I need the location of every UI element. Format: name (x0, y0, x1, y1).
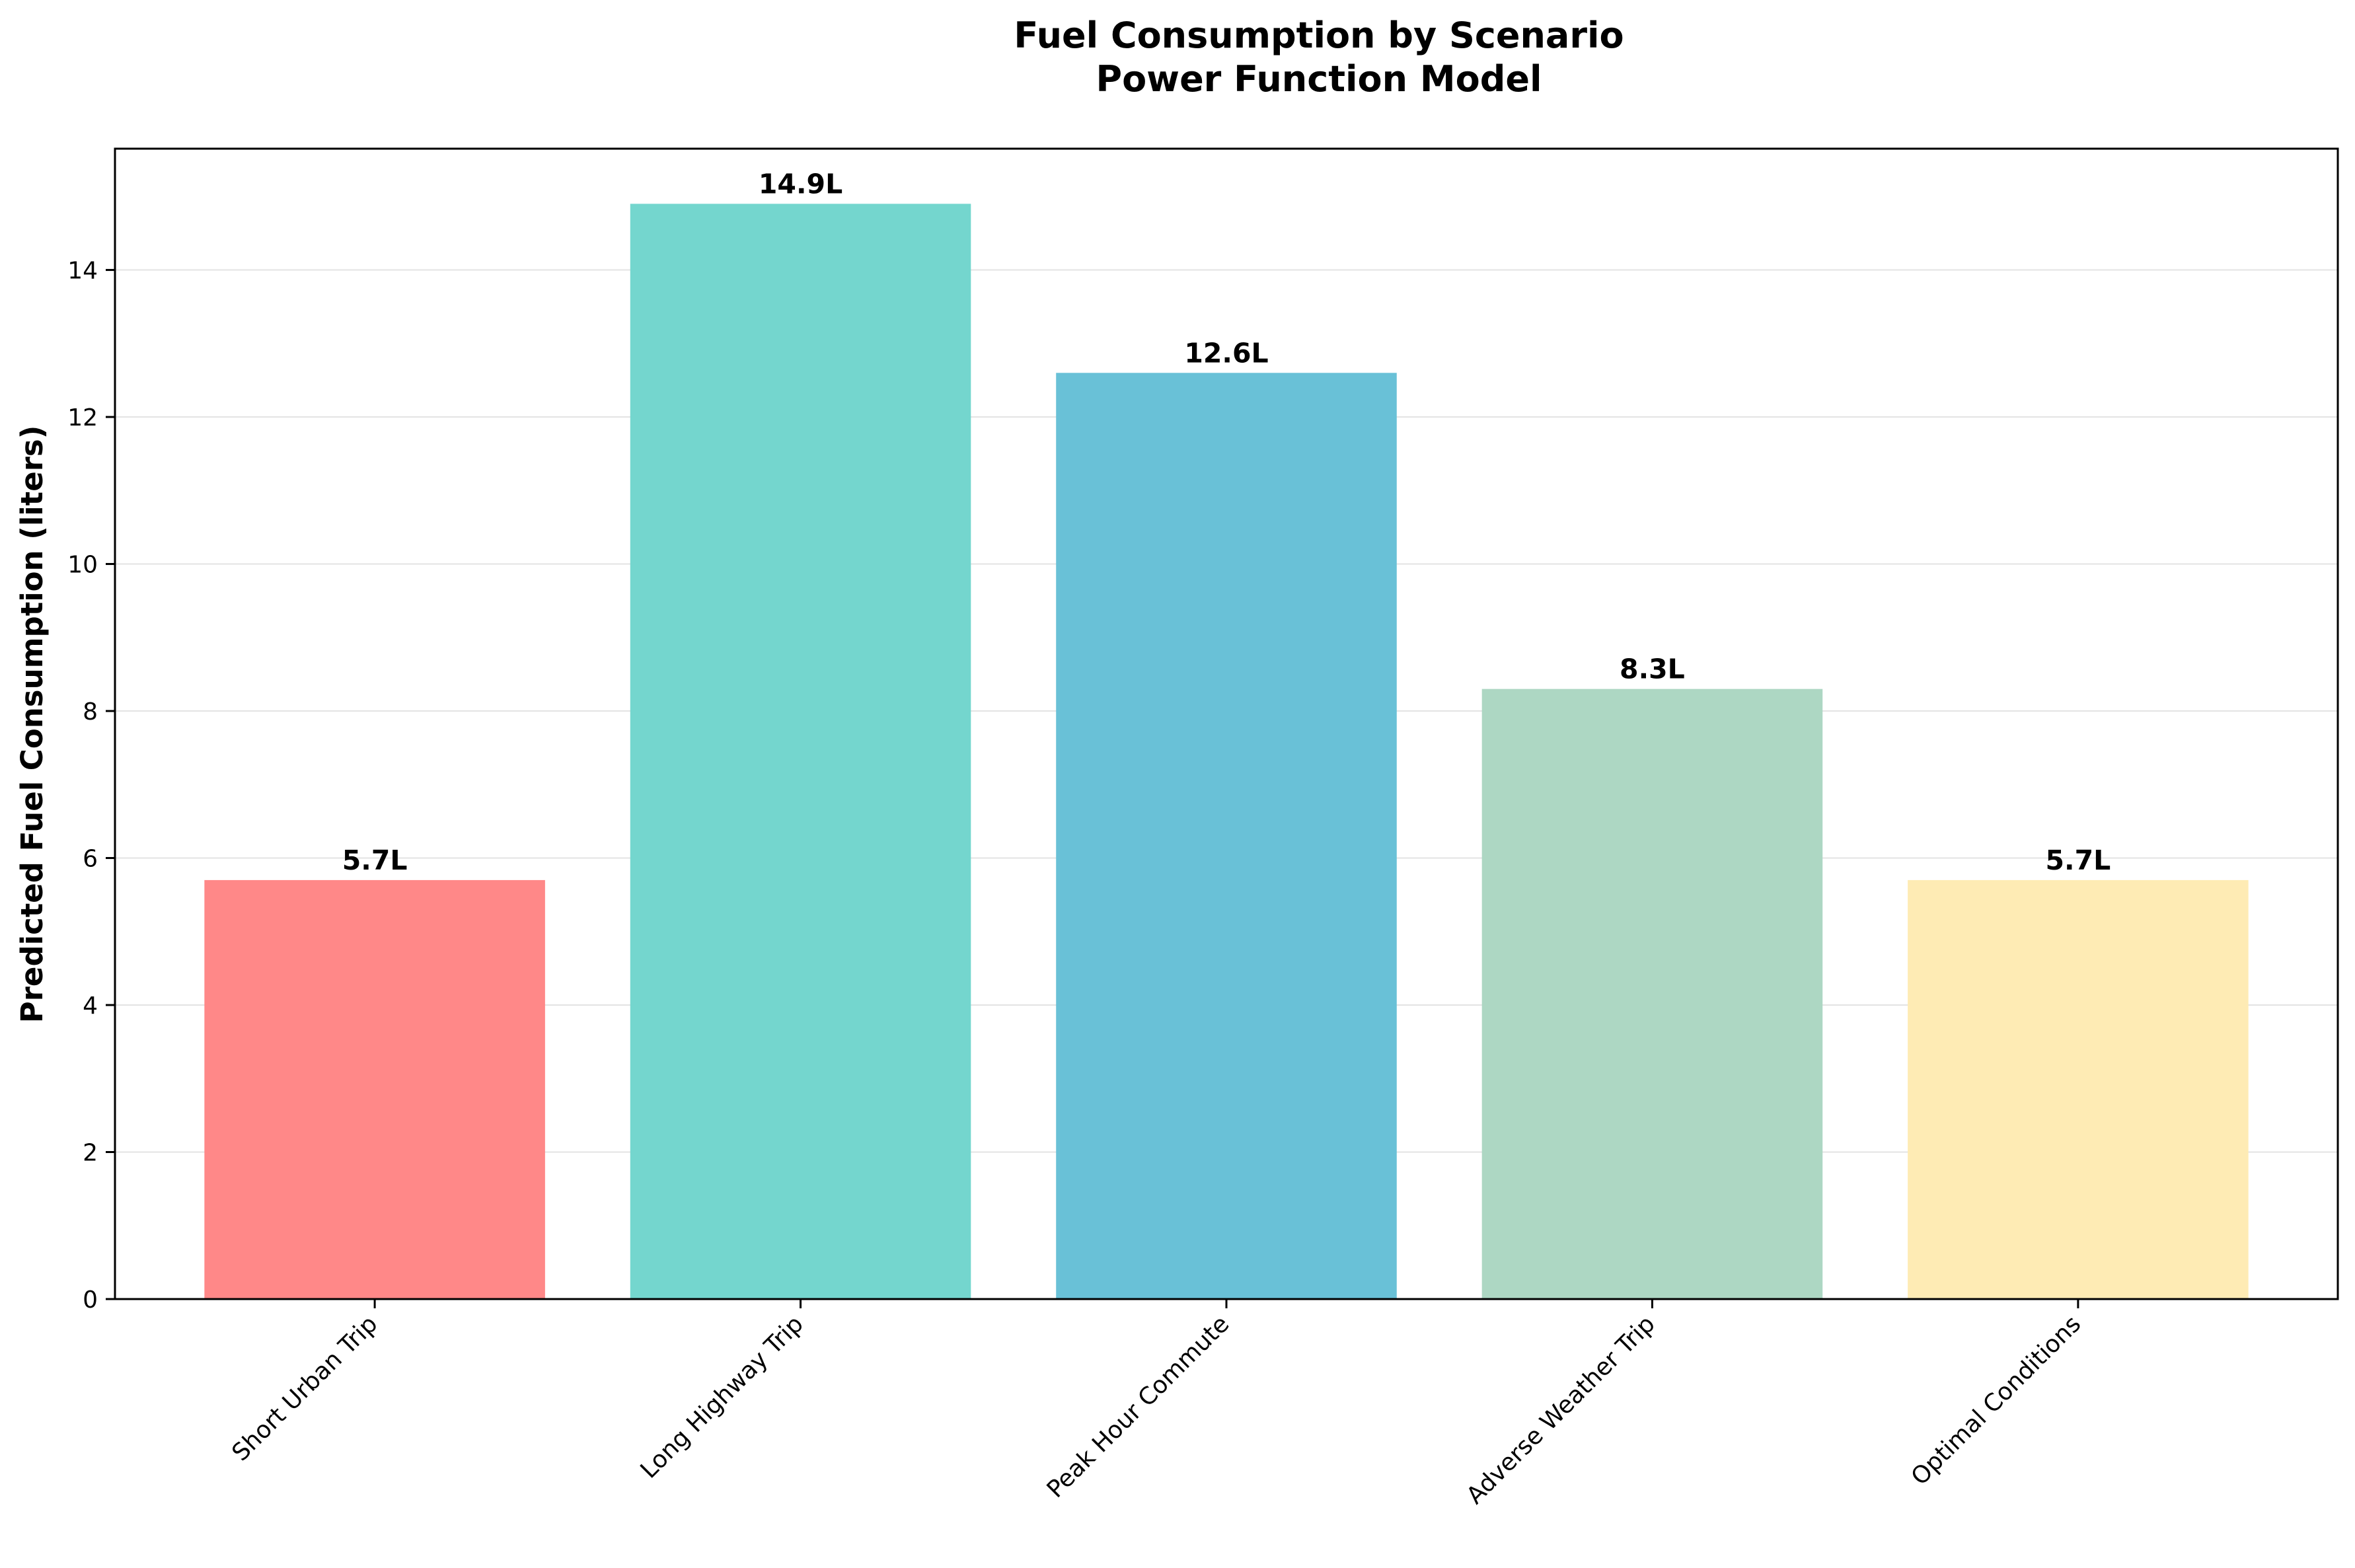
data-label-2: 12.6L (1184, 337, 1268, 369)
y-tick-label-4: 8 (83, 698, 98, 726)
data-labels: 5.7L 14.9L 12.6L 8.3L 5.7L (342, 168, 2111, 876)
y-tick-label-5: 10 (67, 552, 98, 579)
chart-title: Fuel Consumption by Scenario (1014, 15, 1624, 56)
chart-subtitle: Power Function Model (1096, 58, 1542, 100)
y-tick-label-2: 4 (83, 992, 98, 1020)
data-label-1: 14.9L (759, 168, 842, 200)
y-axis: 0 2 4 6 8 10 12 14 (67, 258, 115, 1314)
data-label-4: 5.7L (2046, 844, 2111, 876)
data-label-0: 5.7L (342, 844, 408, 876)
data-label-3: 8.3L (1620, 653, 1685, 685)
bars (204, 204, 2249, 1299)
bar-2 (1056, 373, 1397, 1299)
y-tick-label-0: 0 (83, 1287, 98, 1314)
bar-0 (204, 879, 545, 1299)
y-tick-label-6: 12 (67, 404, 98, 431)
y-tick-label-1: 2 (83, 1140, 98, 1167)
y-tick-label-3: 6 (83, 846, 98, 873)
bar-4 (1908, 879, 2249, 1299)
bar-3 (1481, 689, 1823, 1299)
bar-1 (630, 204, 971, 1299)
y-axis-title: Predicted Fuel Consumption (liters) (15, 426, 50, 1024)
y-tick-label-7: 14 (67, 258, 98, 285)
